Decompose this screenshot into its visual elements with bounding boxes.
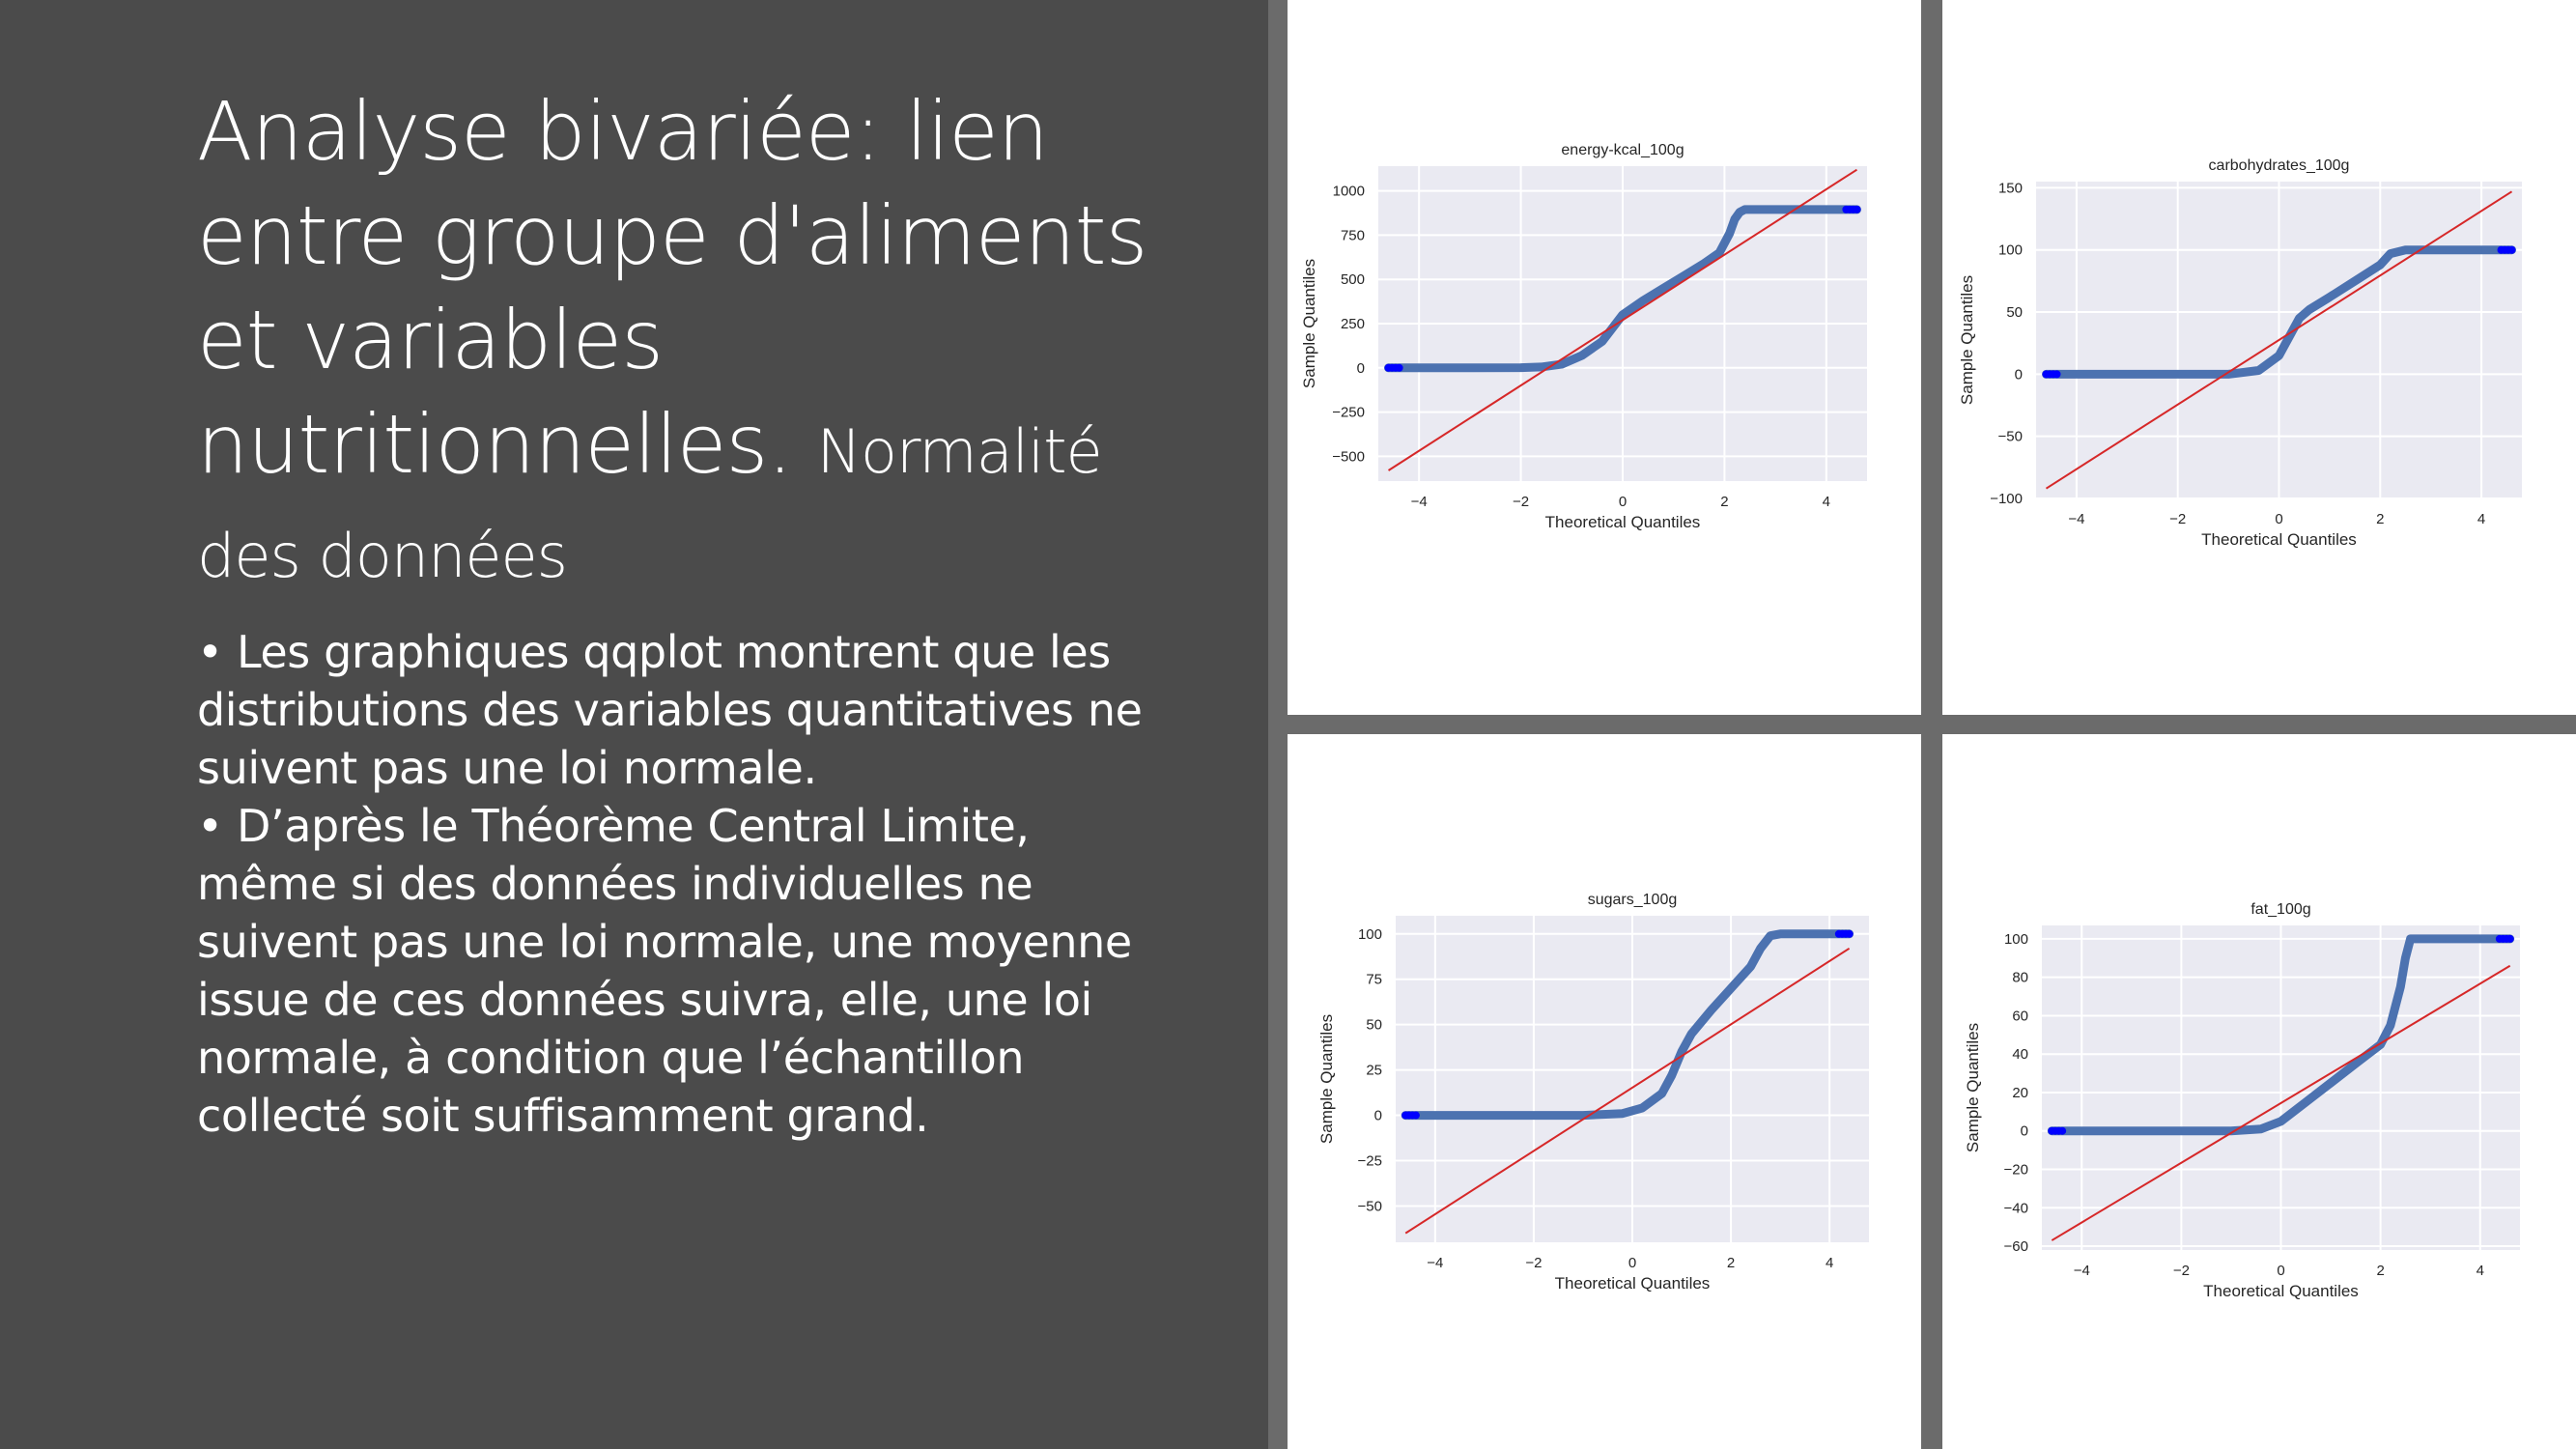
reference-line xyxy=(1404,947,1851,1235)
bullet-item: • D’après le Théorème Central Limite, mê… xyxy=(197,800,1132,1142)
y-tick-label: −250 xyxy=(1332,405,1365,421)
y-tick-label: 1000 xyxy=(1333,184,1365,200)
x-axis-label: Theoretical Quantiles xyxy=(2201,530,2357,549)
reference-line xyxy=(1388,168,1857,471)
y-tick-label: −50 xyxy=(1998,429,2023,445)
qq-plot-energy-kcal: −4 −2 0 2 4 −500 −250 0 250 500 750 1000 energy-kcal… xyxy=(1300,142,1867,531)
qq-points-series xyxy=(2047,934,2515,1136)
slide-title: Analyse bivariée: lien entre groupe d'al… xyxy=(197,79,1163,601)
reference-line xyxy=(2045,190,2513,490)
chart-title: fat_100g xyxy=(2250,901,2310,918)
y-tick-label: 250 xyxy=(1341,316,1365,332)
y-tick-label: 20 xyxy=(2012,1085,2028,1101)
y-tick-label: −25 xyxy=(1358,1153,1382,1170)
qq-panel-fat: −4 −2 0 2 4 −60 −40 −20 0 20 40 60 80 100 fat_100g Theo… xyxy=(1942,734,2576,1449)
y-axis-label: Sample Quantiles xyxy=(1300,259,1318,388)
chart-title: sugars_100g xyxy=(1588,892,1678,908)
y-tick-label: 100 xyxy=(2004,931,2028,948)
x-tick-label: 4 xyxy=(1823,494,1830,510)
slide-title-subtitle: Normalité des données xyxy=(197,416,1103,591)
y-tick-label: 0 xyxy=(1357,360,1365,377)
qq-panel-sugars: −4 −2 0 2 4 −50 −25 0 25 50 75 100 sugars_100g Theore… xyxy=(1288,734,1921,1449)
chart-title: carbohydrates_100g xyxy=(2209,157,2350,174)
y-tick-label: 50 xyxy=(2006,304,2023,321)
x-tick-label: −2 xyxy=(1513,494,1529,510)
y-tick-label: 25 xyxy=(1366,1063,1382,1079)
qq-plot-sugars: −4 −2 0 2 4 −50 −25 0 25 50 75 100 sugars_100g Theore… xyxy=(1317,892,1869,1293)
y-tick-label: 40 xyxy=(2012,1046,2028,1063)
x-tick-label: −4 xyxy=(2074,1263,2090,1279)
qq-extreme-point xyxy=(1411,1111,1420,1120)
y-tick-label: −40 xyxy=(2004,1200,2028,1216)
chart-title: energy-kcal_100g xyxy=(1561,142,1684,158)
x-tick-label: −2 xyxy=(2169,511,2186,527)
qq-points-series xyxy=(1401,929,1854,1121)
y-tick-label: 0 xyxy=(2021,1123,2028,1140)
y-tick-label: 150 xyxy=(1998,180,2023,196)
qq-panel-energy: −4 −2 0 2 4 −500 −250 0 250 500 750 1000 energy-kcal… xyxy=(1288,0,1921,715)
x-tick-label: 0 xyxy=(1628,1255,1636,1271)
text-panel: Analyse bivariée: lien entre groupe d'al… xyxy=(0,0,1268,1449)
x-tick-label: 4 xyxy=(2477,511,2485,527)
x-axis-label: Theoretical Quantiles xyxy=(1545,513,1701,531)
x-tick-label: −4 xyxy=(2068,511,2084,527)
x-axis-label: Theoretical Quantiles xyxy=(2203,1282,2359,1300)
y-tick-label: −500 xyxy=(1332,448,1365,465)
y-tick-label: 80 xyxy=(2012,970,2028,986)
x-tick-label: −2 xyxy=(1525,1255,1542,1271)
x-tick-label: 2 xyxy=(1727,1255,1735,1271)
y-tick-label: −50 xyxy=(1358,1198,1382,1214)
y-tick-label: 750 xyxy=(1341,227,1365,243)
qq-extreme-point xyxy=(1395,363,1403,372)
y-tick-label: −60 xyxy=(2004,1238,2028,1255)
qq-panel-carbohydrates: −4 −2 0 2 4 −100 −50 0 50 100 150 carbohydrates_100… xyxy=(1942,0,2576,715)
qq-extreme-point xyxy=(2495,934,2504,943)
y-tick-label: 500 xyxy=(1341,271,1365,288)
x-tick-label: −4 xyxy=(1411,494,1428,510)
y-axis-label: Sample Quantiles xyxy=(1958,275,1976,405)
y-axis-label: Sample Quantiles xyxy=(1964,1023,1982,1152)
bullet-item: • Les graphiques qqplot montrent que les… xyxy=(197,626,1143,794)
qq-extreme-point xyxy=(2497,245,2505,254)
x-tick-label: −4 xyxy=(1427,1255,1443,1271)
y-tick-label: −20 xyxy=(2004,1161,2028,1178)
y-tick-label: −100 xyxy=(1990,491,2023,507)
x-axis-label: Theoretical Quantiles xyxy=(1555,1274,1711,1293)
qq-points-series xyxy=(2042,245,2516,379)
x-tick-label: −2 xyxy=(2173,1263,2190,1279)
x-tick-label: 0 xyxy=(2277,1263,2284,1279)
qq-extreme-point xyxy=(1842,205,1851,213)
x-tick-label: 0 xyxy=(2275,511,2282,527)
y-tick-label: 75 xyxy=(1366,972,1382,988)
qq-extreme-point xyxy=(2052,370,2061,379)
qq-extreme-point xyxy=(1834,929,1843,938)
x-tick-label: 2 xyxy=(2376,511,2384,527)
y-tick-label: 100 xyxy=(1358,926,1382,943)
x-tick-label: 4 xyxy=(1826,1255,1833,1271)
y-tick-label: 100 xyxy=(1998,242,2023,259)
slide-title-main: Analyse bivariée: lien entre groupe d'al… xyxy=(197,84,1147,492)
vertical-divider xyxy=(1268,0,1288,1449)
x-tick-label: 2 xyxy=(2376,1263,2384,1279)
qq-points-series xyxy=(1384,205,1861,373)
x-tick-label: 0 xyxy=(1619,494,1627,510)
y-tick-label: 50 xyxy=(1366,1017,1382,1034)
x-tick-label: 2 xyxy=(1720,494,1728,510)
qq-plot-carbohydrates: −4 −2 0 2 4 −100 −50 0 50 100 150 carbohydrates_100… xyxy=(1958,157,2522,549)
y-tick-label: 60 xyxy=(2012,1008,2028,1024)
x-tick-label: 4 xyxy=(2477,1263,2484,1279)
y-tick-label: 0 xyxy=(1374,1108,1382,1124)
reference-line xyxy=(2051,964,2511,1241)
qq-extreme-point xyxy=(2058,1126,2067,1135)
y-axis-label: Sample Quantiles xyxy=(1317,1014,1336,1144)
bullet-list: • Les graphiques qqplot montrent que les… xyxy=(197,623,1163,1145)
y-tick-label: 0 xyxy=(2015,366,2023,383)
qq-plot-fat: −4 −2 0 2 4−60−40−20020406080100fat_100gTheo… xyxy=(1964,901,2520,1300)
